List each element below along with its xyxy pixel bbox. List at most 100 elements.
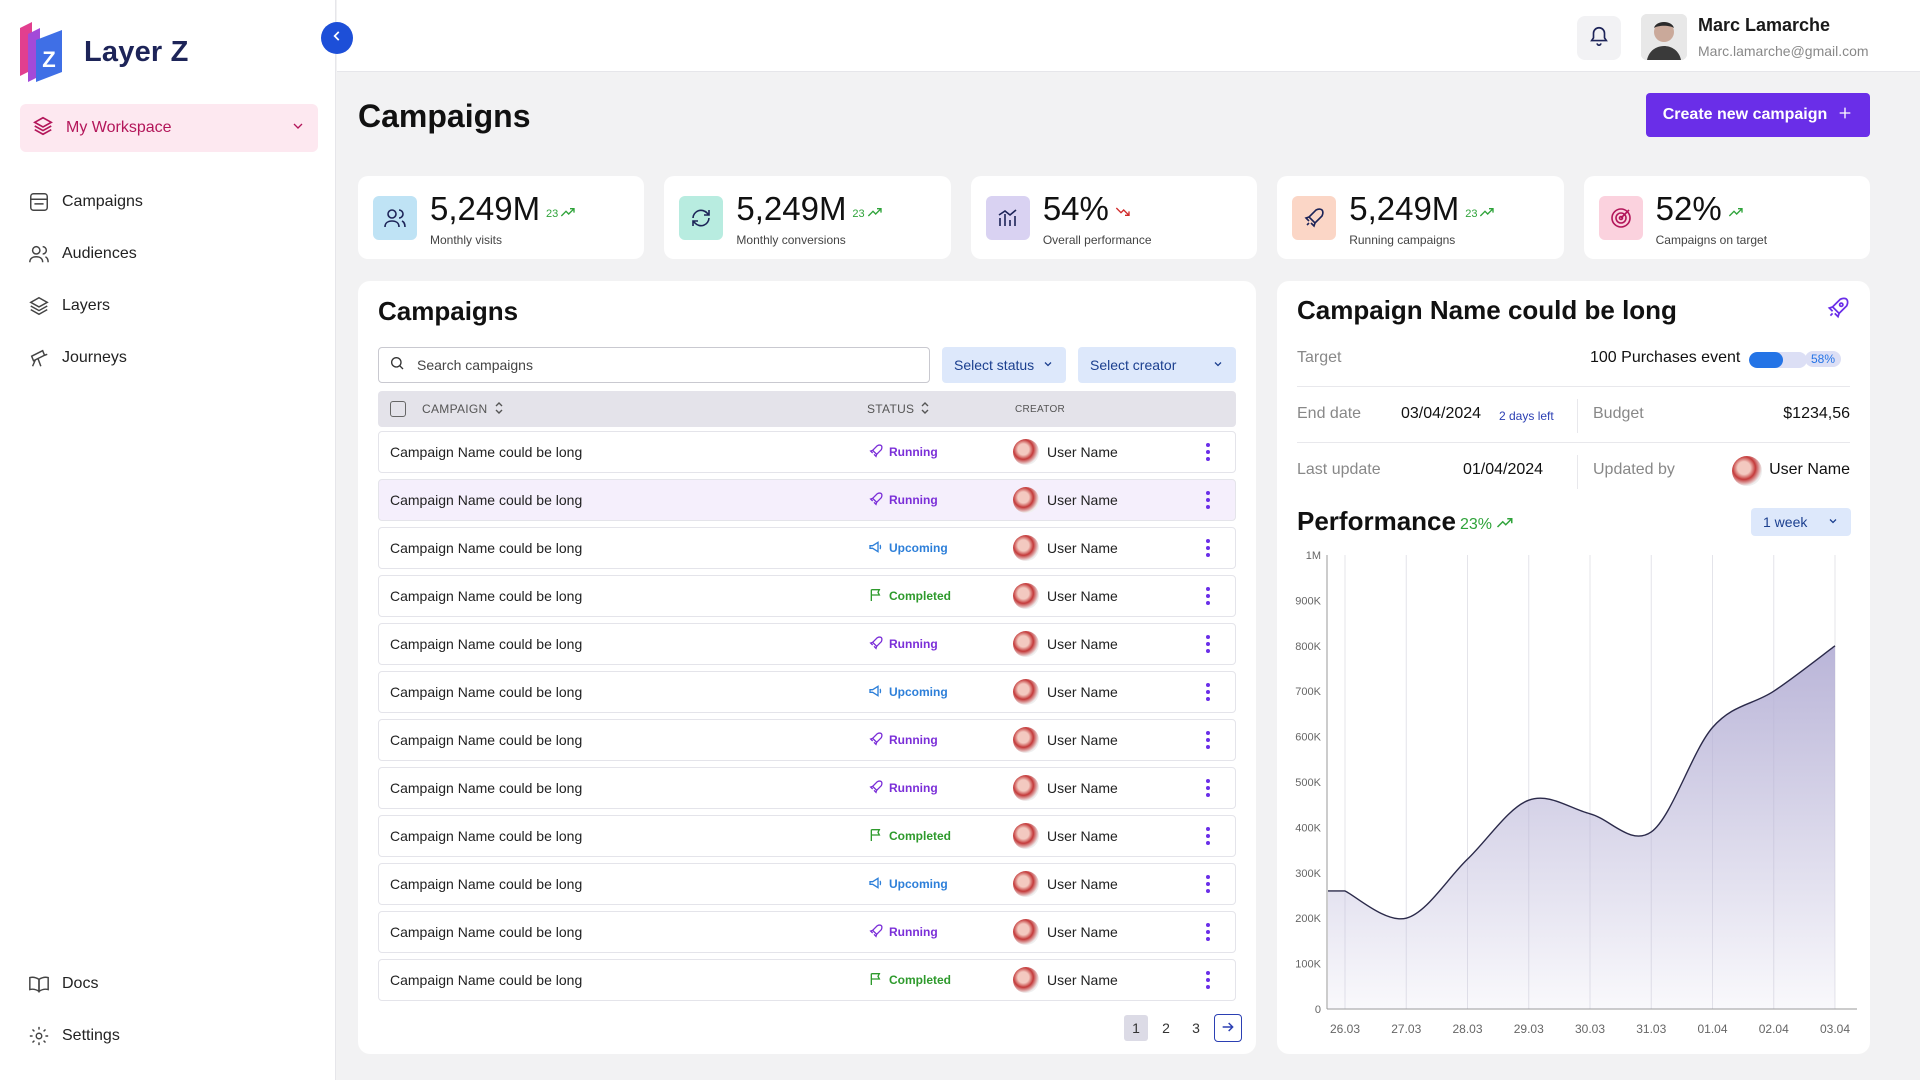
- row-actions-button[interactable]: [1206, 875, 1210, 893]
- bell-icon: [1588, 25, 1610, 52]
- table-row[interactable]: Campaign Name could be long Running User N…: [378, 911, 1236, 953]
- y-tick-label: 900K: [1295, 595, 1321, 607]
- status-label: Running: [889, 445, 938, 459]
- table-row[interactable]: Campaign Name could be long Completed User…: [378, 575, 1236, 617]
- row-actions-button[interactable]: [1206, 971, 1210, 989]
- rocket-icon: [1292, 196, 1337, 240]
- sidebar-item-settings[interactable]: Settings: [26, 1010, 120, 1062]
- sidebar-item-layers[interactable]: Layers: [26, 280, 143, 332]
- row-actions-button[interactable]: [1206, 827, 1210, 845]
- performance-chart-icon: [985, 196, 1030, 240]
- status-label: Completed: [889, 829, 952, 843]
- row-actions-button[interactable]: [1206, 683, 1210, 701]
- page-title: Campaigns: [358, 98, 531, 134]
- table-row[interactable]: Campaign Name could be long Upcoming User …: [378, 527, 1236, 569]
- stat-value: 5,249M: [736, 190, 847, 227]
- page-button-2[interactable]: 2: [1162, 1020, 1170, 1036]
- column-header-status[interactable]: STATUS: [867, 401, 930, 418]
- stat-value: 52%: [1655, 190, 1722, 227]
- campaigns-icon: [26, 189, 52, 215]
- journeys-icon: [26, 345, 52, 371]
- sidebar-nav: Campaigns Audiences Layers Journeys: [26, 176, 143, 384]
- page-button-1[interactable]: 1: [1124, 1015, 1148, 1041]
- create-campaign-button[interactable]: Create new campaign: [1646, 93, 1870, 137]
- sidebar-item-campaigns[interactable]: Campaigns: [26, 176, 143, 228]
- column-header-label: STATUS: [867, 402, 915, 416]
- search-input[interactable]: [417, 357, 919, 373]
- table-row[interactable]: Campaign Name could be long Running User N…: [378, 719, 1236, 761]
- row-actions-button[interactable]: [1206, 587, 1210, 605]
- stat-delta: 23: [1465, 206, 1495, 221]
- status-badge: Upcoming: [868, 683, 948, 702]
- notifications-button[interactable]: [1577, 16, 1621, 60]
- rocket-icon: [868, 731, 884, 750]
- status-badge: Completed: [868, 971, 951, 990]
- page-button-3[interactable]: 3: [1192, 1020, 1200, 1036]
- sidebar-item-audiences[interactable]: Audiences: [26, 228, 143, 280]
- search-icon: [389, 355, 405, 376]
- creator-name: User Name: [1047, 684, 1118, 700]
- chevron-left-icon: [330, 29, 344, 48]
- logo[interactable]: Z Layer Z: [18, 20, 189, 84]
- row-actions-button[interactable]: [1206, 539, 1210, 557]
- last-update-label: Last update: [1297, 461, 1381, 478]
- table-row[interactable]: Campaign Name could be long Completed User…: [378, 959, 1236, 1001]
- y-tick-label: 600K: [1295, 732, 1321, 744]
- row-actions-button[interactable]: [1206, 443, 1210, 461]
- area-fill: [1328, 645, 1835, 1009]
- select-all-checkbox[interactable]: [390, 401, 406, 417]
- rocket-icon: [868, 635, 884, 654]
- collapse-sidebar-button[interactable]: [321, 22, 353, 54]
- status-badge: Running: [868, 635, 938, 654]
- campaign-name: Campaign Name could be long: [390, 588, 583, 604]
- row-actions-button[interactable]: [1206, 923, 1210, 941]
- y-tick-label: 100K: [1295, 959, 1321, 971]
- sidebar-item-docs[interactable]: Docs: [26, 958, 120, 1010]
- x-tick-label: 31.03: [1636, 1022, 1666, 1036]
- campaign-name: Campaign Name could be long: [390, 972, 583, 988]
- stat-label: Running campaigns: [1349, 233, 1456, 247]
- creator: User Name: [1013, 583, 1118, 609]
- rocket-icon: [868, 779, 884, 798]
- stat-delta: [1115, 206, 1131, 221]
- table-row[interactable]: Campaign Name could be long Running User N…: [378, 479, 1236, 521]
- next-page-button[interactable]: [1214, 1014, 1242, 1042]
- creator-name: User Name: [1047, 780, 1118, 796]
- range-select[interactable]: 1 week: [1751, 508, 1851, 536]
- row-actions-button[interactable]: [1206, 635, 1210, 653]
- row-actions-button[interactable]: [1206, 779, 1210, 797]
- table-row[interactable]: Campaign Name could be long Upcoming User …: [378, 671, 1236, 713]
- creator-avatar: [1013, 535, 1039, 561]
- row-actions-button[interactable]: [1206, 731, 1210, 749]
- creator: User Name: [1013, 967, 1118, 993]
- target-label: Target: [1297, 349, 1342, 366]
- sidebar-item-journeys[interactable]: Journeys: [26, 332, 143, 384]
- campaign-name: Campaign Name could be long: [390, 444, 583, 460]
- chevron-down-icon: [1827, 514, 1839, 530]
- workspace-selector[interactable]: My Workspace: [20, 104, 318, 152]
- status-filter-select[interactable]: Select status: [942, 347, 1066, 383]
- table-row[interactable]: Campaign Name could be long Upcoming User …: [378, 863, 1236, 905]
- layers-icon: [32, 115, 54, 142]
- creator-name: User Name: [1047, 876, 1118, 892]
- trend-up-icon: [1728, 206, 1744, 221]
- creator-filter-select[interactable]: Select creator: [1078, 347, 1236, 383]
- user-avatar[interactable]: [1641, 14, 1687, 60]
- table-row[interactable]: Campaign Name could be long Running User N…: [378, 623, 1236, 665]
- x-tick-label: 30.03: [1575, 1022, 1605, 1036]
- gear-icon: [26, 1023, 52, 1049]
- table-row[interactable]: Campaign Name could be long Completed User…: [378, 815, 1236, 857]
- last-update-value: 01/04/2024: [1463, 461, 1544, 478]
- table-row[interactable]: Campaign Name could be long Running User N…: [378, 431, 1236, 473]
- table-row[interactable]: Campaign Name could be long Running User N…: [378, 767, 1236, 809]
- campaign-name: Campaign Name could be long: [390, 924, 583, 940]
- x-tick-label: 02.04: [1759, 1022, 1789, 1036]
- rocket-icon: [868, 443, 884, 462]
- flag-icon: [868, 827, 884, 846]
- sidebar-item-label: Settings: [62, 1027, 120, 1044]
- row-actions-button[interactable]: [1206, 491, 1210, 509]
- creator-name: User Name: [1047, 540, 1118, 556]
- layers-icon: [26, 293, 52, 319]
- status-label: Completed: [889, 973, 952, 987]
- column-header-campaign[interactable]: CAMPAIGN: [422, 401, 504, 418]
